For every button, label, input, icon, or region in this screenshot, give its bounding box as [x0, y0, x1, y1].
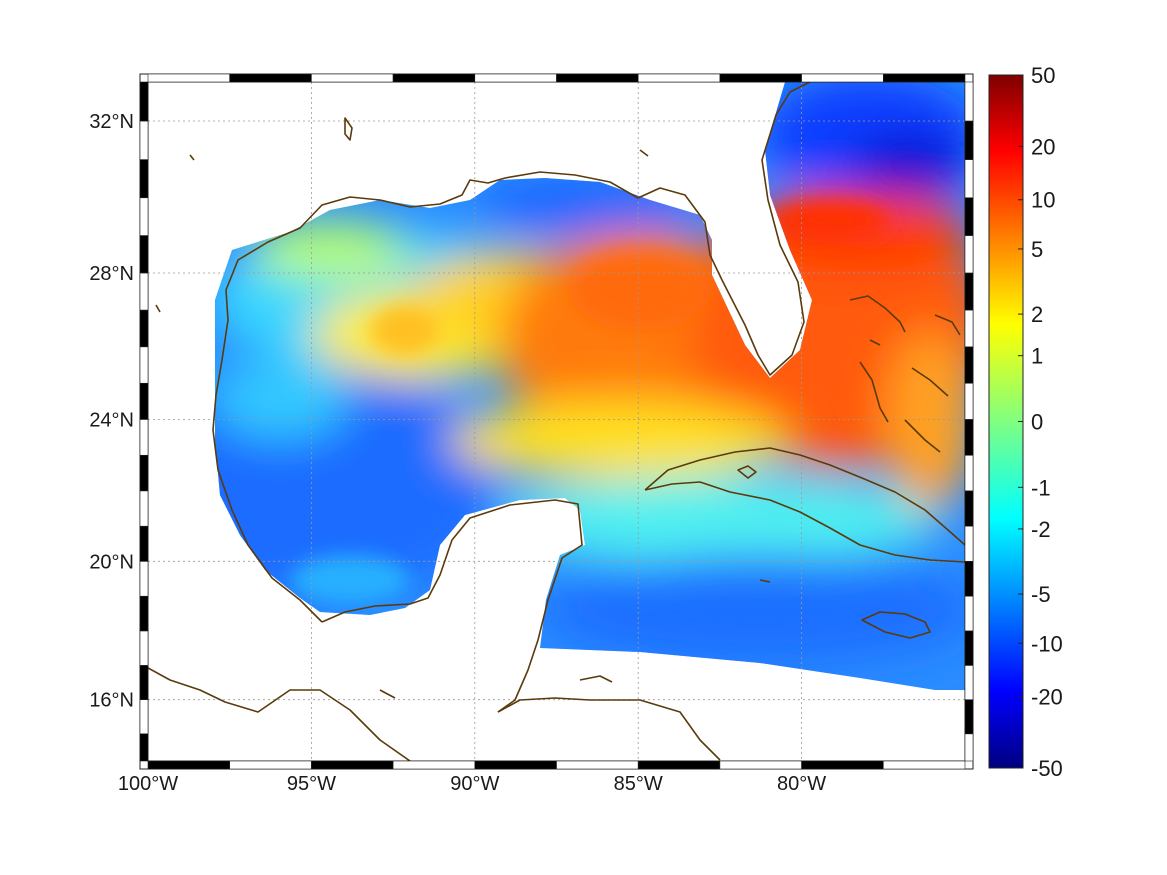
frame-left-seg	[139, 235, 149, 274]
frame-bottom-seg	[474, 760, 557, 770]
lon-tick-label: 80°W	[777, 773, 826, 795]
coastlines	[148, 82, 965, 761]
frame-left-seg	[139, 272, 149, 311]
colorbar-tick-label: 50	[1031, 63, 1055, 88]
frame-top-seg	[392, 73, 476, 83]
frame-right-seg	[964, 81, 974, 122]
frame-right-seg	[964, 382, 974, 420]
frame-bottom-seg	[637, 760, 721, 770]
frame-top-seg	[637, 73, 721, 83]
lon-tick-label: 100°W	[118, 773, 178, 795]
frame-bottom-seg	[882, 760, 966, 770]
frame-right-seg	[964, 419, 974, 456]
lat-tick-label: 20°N	[89, 551, 134, 573]
longitude-tick-labels: 100°W 95°W 90°W 85°W 80°W	[118, 773, 826, 795]
gridlines	[148, 82, 965, 761]
bahamas-coast	[849, 295, 961, 453]
frame-left-seg	[139, 346, 149, 384]
frame-top-seg	[474, 73, 557, 83]
frame-left-seg	[139, 630, 149, 666]
jamaica-coast	[861, 611, 931, 639]
yucatan-coast	[321, 499, 583, 713]
frame-bottom-seg	[719, 760, 802, 770]
central-america-coast	[497, 697, 721, 761]
frame-left-seg	[139, 595, 149, 632]
lat-tick-label: 28°N	[89, 263, 134, 285]
frame-bottom-seg	[311, 760, 394, 770]
frame-left-seg	[139, 665, 149, 700]
frame-right-seg	[964, 235, 974, 274]
frame-bottom-seg	[556, 760, 639, 770]
lon-tick-label: 95°W	[287, 773, 336, 795]
frame-bottom-seg	[801, 760, 884, 770]
lon-tick-label: 85°W	[614, 773, 663, 795]
frame-left-seg	[139, 81, 149, 122]
frame-left-seg	[139, 733, 149, 762]
frame-left-seg	[139, 419, 149, 456]
colorbar-tick-label: -5	[1031, 582, 1051, 607]
frame-left-seg	[139, 197, 149, 236]
colorbar-tick-label: -2	[1031, 517, 1051, 542]
frame-right-seg	[964, 346, 974, 384]
colorbar-tick-label: 0	[1031, 410, 1043, 435]
lat-tick-label: 24°N	[89, 409, 134, 431]
frame-left-seg	[139, 159, 149, 199]
colorbar-gradient	[988, 74, 1024, 769]
frame-top-seg	[882, 73, 966, 83]
frame-right-seg	[964, 490, 974, 527]
frame-right-seg	[964, 454, 974, 492]
frame-left-seg	[139, 309, 149, 348]
lat-tick-label: 32°N	[89, 111, 134, 133]
frame-right-seg	[964, 159, 974, 199]
colorbar-tick-label: 20	[1031, 134, 1055, 159]
frame-top-seg	[311, 73, 394, 83]
frame-right-seg	[964, 665, 974, 700]
frame-left-seg	[139, 454, 149, 492]
frame-right-seg	[964, 120, 974, 160]
colorbar-tick-label: 2	[1031, 302, 1043, 327]
frame-bottom-seg	[229, 760, 312, 770]
frame-right-seg	[964, 595, 974, 632]
frame-right-seg	[964, 197, 974, 236]
frame-left-seg	[139, 120, 149, 160]
mexico-gulf-coast	[212, 82, 812, 623]
frame-right-seg	[964, 630, 974, 666]
colorbar-tick-label: -20	[1031, 685, 1063, 710]
lat-tick-label: 16°N	[89, 690, 134, 712]
frame-left-seg	[139, 699, 149, 735]
frame-top-seg	[147, 73, 230, 83]
colorbar-tick-label: 1	[1031, 344, 1043, 369]
frame-right-seg	[964, 309, 974, 348]
frame-right-seg	[964, 733, 974, 762]
colorbar-tick-label: -50	[1031, 756, 1063, 781]
frame-bottom-seg	[392, 760, 476, 770]
us-gulf-coast	[148, 667, 412, 761]
latitude-tick-labels: 32°N 28°N 24°N 20°N 16°N	[89, 111, 134, 712]
frame-right-seg	[964, 272, 974, 311]
map-frame	[139, 73, 974, 770]
colorbar-tick-label: 10	[1031, 188, 1055, 213]
frame-top-seg	[801, 73, 884, 83]
colorbar-tick-label: -10	[1031, 631, 1063, 656]
frame-bottom-seg	[147, 760, 230, 770]
frame-top-seg	[719, 73, 802, 83]
frame-top-seg	[556, 73, 639, 83]
isle-of-youth-coast	[737, 465, 757, 479]
colorbar-tick-label: -1	[1031, 475, 1051, 500]
frame-left-seg	[139, 382, 149, 420]
frame-top-seg	[229, 73, 312, 83]
colorbar-tick-label: 5	[1031, 237, 1043, 262]
frame-right-seg	[964, 561, 974, 597]
frame-right-seg	[964, 525, 974, 562]
cuba-coast	[644, 447, 965, 563]
frame-left-seg	[139, 525, 149, 562]
frame-left-seg	[139, 561, 149, 597]
lon-tick-label: 90°W	[450, 773, 499, 795]
frame-left-seg	[139, 490, 149, 527]
frame-right-seg	[964, 699, 974, 735]
sea-surface-field	[215, 82, 965, 690]
